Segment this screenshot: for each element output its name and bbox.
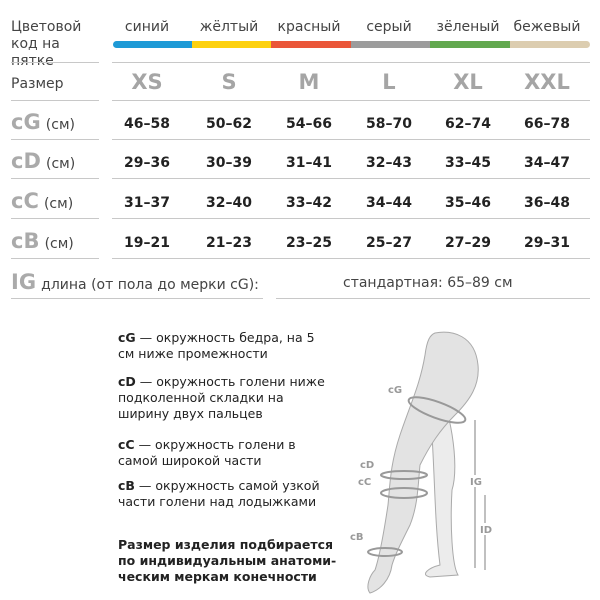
color-bar-segment — [192, 41, 271, 48]
size-header: XL — [453, 70, 483, 94]
size-label: Размер — [11, 76, 64, 92]
table-cell: 34–44 — [366, 195, 412, 211]
ig-diagram-label: IG — [470, 477, 482, 488]
measure-code: cB — [11, 229, 40, 253]
table-cell: 30–39 — [206, 155, 252, 171]
color-name: серый — [366, 19, 412, 35]
table-cell: 33–45 — [445, 155, 491, 171]
size-header: XXL — [524, 70, 570, 94]
table-cell: 27–29 — [445, 235, 491, 251]
leg-diagram: cG cD cC cB IG ID — [350, 331, 495, 594]
legend-item: cB — окружность самой узкой части голени… — [118, 478, 333, 510]
legend-text: — окружность самой узкой части голени на… — [118, 478, 320, 509]
table-cell: 25–27 — [366, 235, 412, 251]
color-bar-segment — [510, 41, 590, 48]
size-header: XS — [131, 70, 163, 94]
table-cell: 54–66 — [286, 116, 332, 132]
row-label: cB (см) — [11, 229, 74, 253]
unit: (см) — [43, 196, 74, 212]
cg-diagram-label: cG — [388, 385, 402, 396]
table-cell: 62–74 — [445, 116, 491, 132]
color-code-label: Цветовой код на пятке — [11, 19, 82, 69]
legend-item: cC — окружность голени в самой широкой ч… — [118, 437, 333, 469]
legend-code: cD — [118, 374, 136, 389]
table-cell: 23–25 — [286, 235, 332, 251]
table-cell: 21–23 — [206, 235, 252, 251]
color-name: зёленый — [436, 19, 500, 35]
id-diagram-label: ID — [480, 525, 492, 536]
row-label: cC (см) — [11, 189, 73, 213]
size-header: S — [221, 70, 237, 94]
table-cell: 32–43 — [366, 155, 412, 171]
cd-ring — [380, 470, 428, 480]
measure-code: cG — [11, 110, 41, 134]
cd-diagram-label: cD — [360, 460, 374, 471]
size-header: M — [298, 70, 320, 94]
table-cell: 29–36 — [124, 155, 170, 171]
table-cell: 35–46 — [445, 195, 491, 211]
measure-code: cC — [11, 189, 39, 213]
color-name: красный — [277, 19, 341, 35]
front-leg — [367, 331, 479, 594]
length-row-label: IG длина (от пола до мерки cG): — [11, 270, 259, 294]
unit: (см) — [44, 236, 74, 252]
legend-code: cG — [118, 330, 136, 345]
unit: (см) — [45, 117, 75, 133]
legend-code: cC — [118, 437, 135, 452]
table-cell: 31–37 — [124, 195, 170, 211]
color-bar-segment — [430, 41, 510, 48]
table-cell: 50–62 — [206, 116, 252, 132]
measure-code: cD — [11, 149, 41, 173]
row-label: cG (см) — [11, 110, 75, 134]
color-bar-segment — [271, 41, 351, 48]
ig-value: стандартная: 65–89 см — [343, 275, 513, 291]
cb-ring — [367, 547, 403, 557]
table-cell: 46–58 — [124, 116, 170, 132]
table-cell: 31–41 — [286, 155, 332, 171]
legend-text: — окружность голени ниже подколенной скл… — [118, 374, 325, 421]
row-label: cD (см) — [11, 149, 75, 173]
color-name: бежевый — [513, 19, 581, 35]
table-cell: 58–70 — [366, 116, 412, 132]
color-bar-segment — [351, 41, 430, 48]
cc-ring — [380, 487, 428, 499]
table-cell: 32–40 — [206, 195, 252, 211]
size-note: Размер изделия подбирается по индивидуал… — [118, 537, 337, 584]
table-cell: 33–42 — [286, 195, 332, 211]
cc-diagram-label: cC — [358, 477, 371, 488]
legend-text: — окружность голени в самой широкой част… — [118, 437, 296, 468]
color-name: синий — [124, 19, 170, 35]
legend-item: cD — окружность голени ниже подколенной … — [118, 374, 333, 422]
legend-text: — окружность бедра, на 5 см ниже промежн… — [118, 330, 315, 361]
size-header: L — [382, 70, 396, 94]
table-cell: 66–78 — [524, 116, 570, 132]
table-cell: 34–47 — [524, 155, 570, 171]
ig-label: длина (от пола до мерки cG): — [41, 277, 259, 293]
cg-ring — [407, 396, 467, 424]
color-bar-segment — [113, 41, 192, 48]
table-cell: 19–21 — [124, 235, 170, 251]
legend-code: cB — [118, 478, 135, 493]
cb-diagram-label: cB — [350, 532, 364, 543]
legend-item: cG — окружность бедра, на 5 см ниже пром… — [118, 330, 333, 362]
unit: (см) — [45, 156, 76, 172]
table-cell: 29–31 — [524, 235, 570, 251]
table-cell: 36–48 — [524, 195, 570, 211]
color-name: жёлтый — [199, 19, 259, 35]
ig-code: IG — [11, 270, 37, 294]
